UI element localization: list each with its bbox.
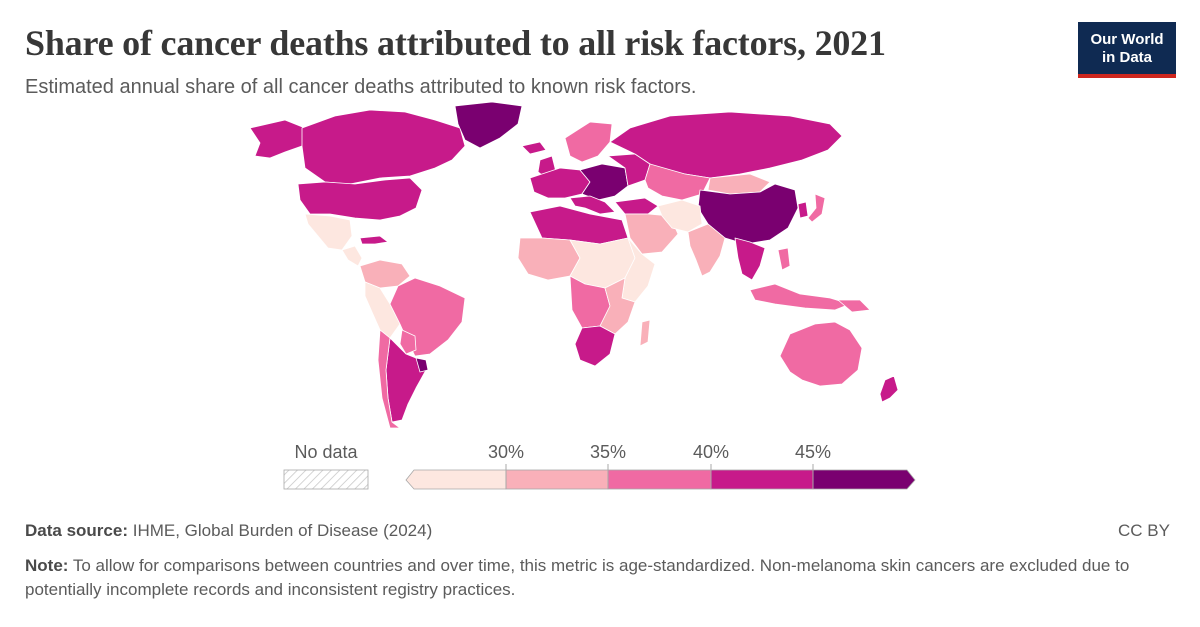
legend-bin-2: [505, 469, 609, 490]
map-region-southeast-asia[interactable]: [734, 237, 766, 281]
map-region-iceland[interactable]: [521, 141, 547, 155]
data-source: Data source: IHME, Global Burden of Dise…: [25, 521, 432, 541]
map-region-mozambique-zambia[interactable]: [599, 277, 636, 335]
map-region-middle-east[interactable]: [624, 213, 679, 255]
data-source-label: Data source:: [25, 521, 128, 540]
legend-bin-4: [710, 469, 814, 490]
map-region-turkey[interactable]: [614, 197, 659, 215]
legend-bin-1: [405, 469, 507, 490]
map-region-alaska[interactable]: [249, 119, 306, 159]
map-region-central-america[interactable]: [341, 245, 363, 267]
map-region-united-states[interactable]: [297, 177, 423, 221]
chart-subtitle: Estimated annual share of all cancer dea…: [25, 76, 697, 98]
map-region-philippines[interactable]: [777, 247, 791, 271]
map-region-mongolia[interactable]: [707, 173, 771, 195]
map-region-canada[interactable]: [301, 109, 466, 185]
map-region-greenland[interactable]: [454, 101, 523, 149]
chart-title: Share of cancer deaths attributed to all…: [25, 23, 886, 63]
note-text: To allow for comparisons between countri…: [25, 556, 1130, 599]
map-region-madagascar[interactable]: [639, 319, 651, 347]
world-map: [249, 101, 899, 429]
map-region-korea[interactable]: [797, 201, 809, 219]
map-region-iran-afghanistan[interactable]: [657, 199, 703, 233]
legend-bin-3: [607, 469, 712, 490]
map-region-indonesia[interactable]: [749, 283, 851, 311]
legend-tick-label-1: 30%: [488, 442, 524, 462]
map-region-paraguay[interactable]: [399, 329, 417, 355]
legend-bin-5: [812, 469, 916, 490]
logo-line-1: Our World: [1090, 31, 1164, 48]
map-region-west-africa[interactable]: [517, 237, 581, 281]
color-legend: No data 30% 35% 40% 45%: [283, 442, 916, 490]
legend-tick-label-2: 35%: [590, 442, 626, 462]
map-region-india[interactable]: [687, 223, 726, 277]
owid-logo[interactable]: Our World in Data: [1078, 22, 1176, 78]
legend-no-data-swatch: [283, 469, 369, 490]
legend-no-data-label: No data: [294, 442, 358, 462]
license-link[interactable]: CC BY: [1118, 521, 1170, 540]
chart-note: Note: To allow for comparisons between c…: [25, 554, 1155, 602]
map-region-new-zealand[interactable]: [879, 375, 899, 403]
map-region-chile[interactable]: [377, 329, 401, 429]
logo-line-2: in Data: [1101, 49, 1152, 66]
map-region-papua-new-guinea[interactable]: [837, 299, 871, 313]
note-label: Note:: [25, 556, 69, 575]
legend-tick-label-3: 40%: [693, 442, 729, 462]
map-region-uruguay[interactable]: [415, 357, 429, 373]
legend-tick-label-4: 45%: [795, 442, 831, 462]
map-region-south-africa[interactable]: [574, 325, 616, 367]
map-region-australia[interactable]: [779, 321, 863, 387]
map-region-scandinavia[interactable]: [564, 121, 613, 163]
map-region-southern-europe[interactable]: [569, 195, 616, 215]
map-region-caribbean[interactable]: [359, 235, 389, 245]
data-source-link[interactable]: IHME, Global Burden of Disease (2024): [132, 521, 433, 540]
map-region-eastern-europe[interactable]: [579, 163, 629, 201]
map-region-japan[interactable]: [807, 193, 826, 223]
map-region-mexico[interactable]: [304, 213, 353, 251]
